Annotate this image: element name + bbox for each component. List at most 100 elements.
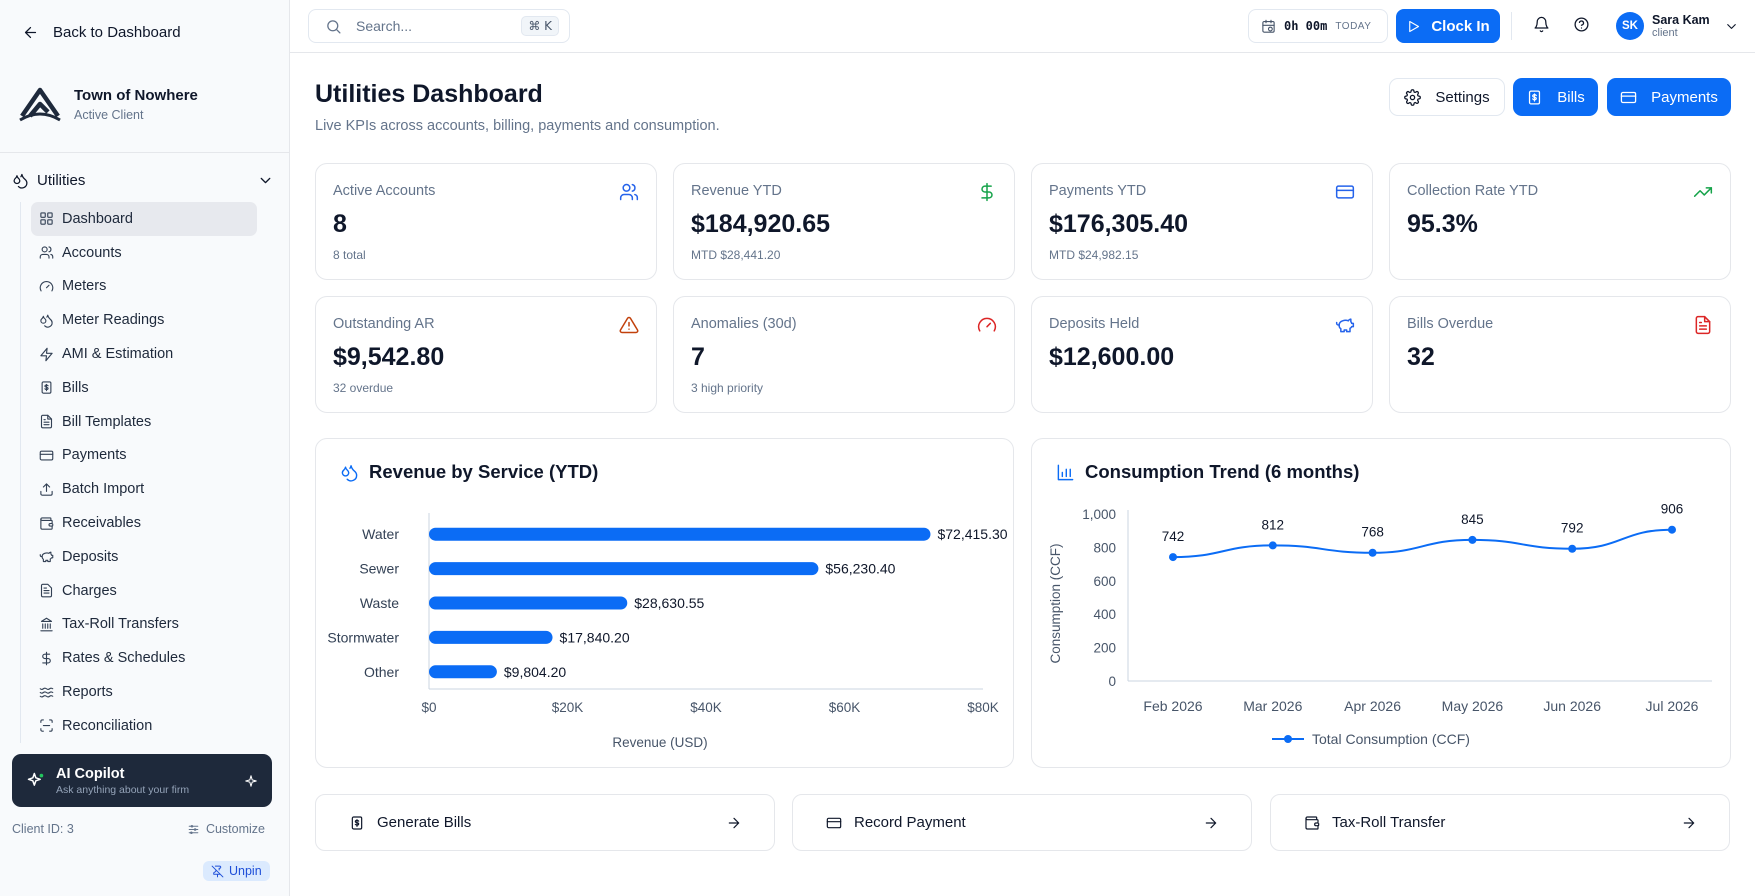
sidebar-item-label: Reconciliation bbox=[62, 717, 153, 734]
receipt-icon bbox=[1529, 89, 1541, 105]
bar-value-label: $28,630.55 bbox=[634, 595, 704, 611]
client-id-label: Client ID: 3 bbox=[12, 822, 74, 836]
org-logo-icon bbox=[19, 87, 61, 122]
dollar-icon bbox=[42, 651, 51, 666]
back-to-dashboard-link[interactable]: Back to Dashboard bbox=[22, 24, 181, 41]
sidebar-item-batch-import[interactable]: Batch Import bbox=[31, 472, 257, 506]
kpi-card-anomalies-30d: Anomalies (30d) 7 3 high priority bbox=[673, 296, 1015, 413]
kpi-icon-wrap bbox=[619, 315, 639, 335]
legend-marker bbox=[1284, 735, 1292, 743]
sidebar-item-bill-templates[interactable]: Bill Templates bbox=[31, 405, 257, 439]
customize-button[interactable]: Customize bbox=[187, 822, 265, 836]
data-point-label: 845 bbox=[1461, 512, 1484, 527]
sidebar-item-tax-roll-transfers[interactable]: Tax-Roll Transfers bbox=[31, 608, 257, 642]
credit-card-icon bbox=[826, 817, 842, 828]
sidebar-item-rates-schedules[interactable]: Rates & Schedules bbox=[31, 641, 257, 675]
tax-roll-transfer-action[interactable]: Tax-Roll Transfer bbox=[1270, 794, 1730, 851]
sidebar-item-ami-estimation[interactable]: AMI & Estimation bbox=[31, 337, 257, 371]
sidebar-item-receivables[interactable]: Receivables bbox=[31, 506, 257, 540]
y-tick-label: 600 bbox=[1093, 574, 1116, 589]
sidebar-item-reports[interactable]: Reports bbox=[31, 675, 257, 709]
quick-action-label: Record Payment bbox=[854, 814, 966, 831]
wallet-icon bbox=[40, 516, 54, 530]
scan-icon bbox=[40, 719, 53, 733]
sidebar: Back to Dashboard Town of Nowhere Active… bbox=[0, 0, 290, 896]
layout-grid-icon bbox=[40, 212, 53, 226]
timer-label: TODAY bbox=[1335, 20, 1372, 32]
kpi-value: 8 bbox=[333, 210, 347, 238]
sidebar-item-label: Dashboard bbox=[62, 210, 133, 227]
sidebar-item-deposits[interactable]: Deposits bbox=[31, 540, 257, 574]
sidebar-item-meter-readings[interactable]: Meter Readings bbox=[31, 303, 257, 337]
data-point bbox=[1668, 525, 1676, 534]
bar-chart-icon bbox=[1057, 464, 1074, 480]
sidebar-item-charges[interactable]: Charges bbox=[31, 574, 257, 608]
kpi-label: Collection Rate YTD bbox=[1407, 183, 1539, 199]
copilot-title: AI Copilot bbox=[56, 765, 125, 782]
sidebar-group-utilities[interactable]: Utilities bbox=[12, 172, 274, 189]
dollar-icon bbox=[981, 182, 993, 202]
x-axis-label: Revenue (USD) bbox=[612, 735, 707, 750]
kpi-icon-wrap bbox=[1335, 315, 1355, 335]
kpi-card-collection-rate-ytd: Collection Rate YTD 95.3% bbox=[1389, 163, 1731, 280]
sidebar-item-bills[interactable]: Bills bbox=[31, 371, 257, 405]
back-label: Back to Dashboard bbox=[53, 24, 181, 41]
topbar: Search... ⌘ K 0h 00m TODAY Clock In SK S… bbox=[290, 0, 1755, 53]
sidebar-item-accounts[interactable]: Accounts bbox=[31, 236, 257, 270]
y-tick-label: 800 bbox=[1093, 540, 1116, 555]
customize-label: Customize bbox=[205, 822, 265, 836]
sidebar-item-label: Bills bbox=[62, 379, 89, 396]
x-tick-label: Jul 2026 bbox=[1646, 698, 1699, 714]
notifications-button[interactable] bbox=[1533, 16, 1550, 33]
bell-icon bbox=[1534, 16, 1549, 33]
sparkle-icon bbox=[245, 774, 257, 787]
bar-value-label: $17,840.20 bbox=[560, 629, 630, 645]
quick-action-label: Generate Bills bbox=[377, 814, 472, 831]
user-name: Sara Kam bbox=[1652, 13, 1710, 27]
sidebar-item-label: Rates & Schedules bbox=[62, 650, 186, 667]
generate-bills-action[interactable]: Generate Bills bbox=[315, 794, 775, 851]
sidebar-item-meters[interactable]: Meters bbox=[31, 270, 257, 304]
avatar: SK bbox=[1616, 12, 1644, 40]
x-tick-label: $20K bbox=[552, 700, 584, 715]
sidebar-item-reconciliation[interactable]: Reconciliation bbox=[31, 709, 257, 743]
users-icon bbox=[619, 183, 639, 201]
search-input[interactable]: Search... ⌘ K bbox=[308, 9, 570, 43]
sidebar-item-dashboard[interactable]: Dashboard bbox=[31, 202, 257, 236]
search-shortcut: ⌘ K bbox=[521, 16, 559, 36]
kpi-icon-wrap bbox=[1335, 182, 1355, 202]
sparkles-icon bbox=[27, 772, 44, 786]
revenue-by-service-panel: Revenue by Service (YTD) Water $72,415.30… bbox=[315, 438, 1014, 768]
data-point-label: 768 bbox=[1361, 525, 1384, 540]
record-payment-action[interactable]: Record Payment bbox=[792, 794, 1252, 851]
kpi-label: Outstanding AR bbox=[333, 316, 435, 332]
time-tracker[interactable]: 0h 00m TODAY bbox=[1248, 9, 1388, 43]
data-point bbox=[1368, 548, 1377, 557]
data-point-label: 906 bbox=[1661, 502, 1684, 517]
data-point bbox=[1468, 535, 1477, 544]
arrow-right-icon bbox=[1205, 817, 1217, 828]
gear-icon bbox=[1404, 88, 1422, 106]
payments-label: Payments bbox=[1651, 88, 1718, 106]
settings-button[interactable]: Settings bbox=[1389, 78, 1505, 116]
file-list-icon bbox=[40, 583, 53, 598]
bills-button[interactable]: Bills bbox=[1513, 78, 1598, 116]
help-button[interactable] bbox=[1573, 16, 1590, 33]
unpin-button[interactable]: Unpin bbox=[203, 861, 270, 881]
sidebar-nav: Dashboard Accounts Meters Meter Readings AMI… bbox=[20, 202, 260, 743]
consumption-line-chart: 0 200 400 600 800 1,000 Consumption (CCF) Feb 2… bbox=[1048, 502, 1712, 747]
bills-label: Bills bbox=[1557, 88, 1585, 106]
unpin-label: Unpin bbox=[229, 864, 262, 878]
payments-button[interactable]: Payments bbox=[1607, 78, 1731, 116]
sidebar-item-label: Meters bbox=[62, 278, 107, 295]
sidebar-item-label: Tax-Roll Transfers bbox=[62, 616, 179, 633]
user-menu[interactable]: SK Sara Kam client bbox=[1616, 12, 1739, 40]
droplets-icon bbox=[341, 464, 358, 482]
trending-up-icon bbox=[1693, 187, 1713, 197]
sidebar-item-label: Receivables bbox=[62, 515, 141, 532]
clock-in-button[interactable]: Clock In bbox=[1396, 9, 1500, 43]
ai-copilot-button[interactable]: AI Copilot Ask anything about your firm bbox=[12, 754, 272, 807]
timer-value: 0h 00m bbox=[1284, 19, 1328, 33]
sidebar-item-payments[interactable]: Payments bbox=[31, 439, 257, 473]
kpi-subtext: 3 high priority bbox=[691, 381, 764, 395]
